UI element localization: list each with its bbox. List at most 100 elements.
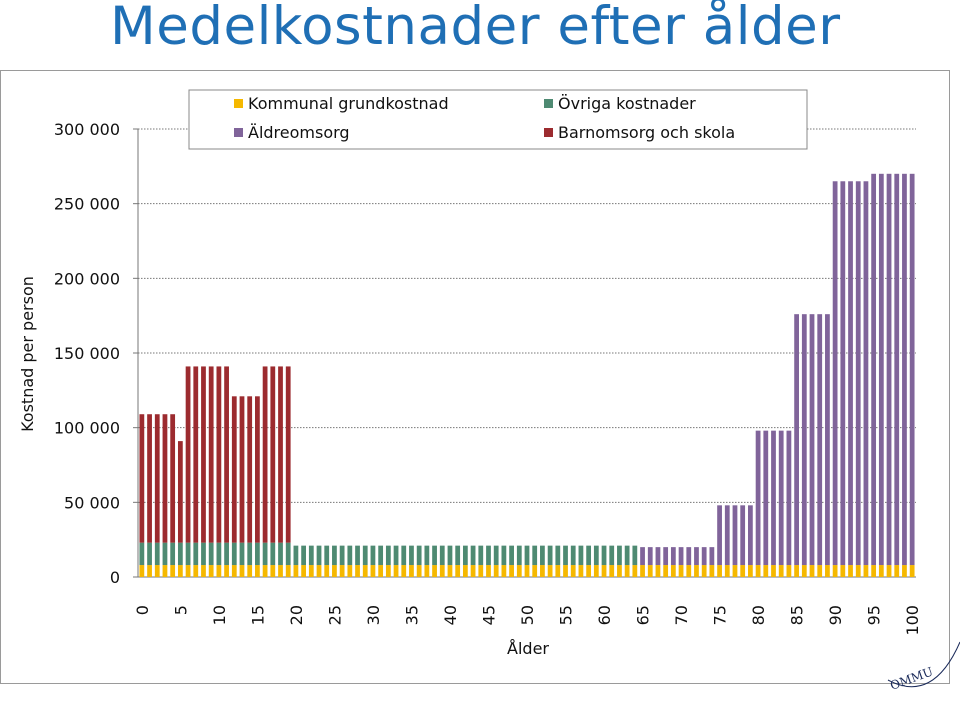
x-tick-label: 95 — [865, 605, 884, 625]
bar-segment — [825, 314, 830, 566]
bar-segment — [255, 542, 260, 566]
bar-segment — [285, 565, 291, 577]
bar-segment — [170, 542, 176, 566]
bar-segment — [509, 545, 514, 566]
bar-segment — [355, 565, 360, 577]
bar-segment — [771, 565, 776, 577]
bar-segment — [224, 565, 229, 577]
bar-segment — [524, 565, 530, 577]
y-axis-title: Kostnad per person — [18, 276, 37, 432]
bar-segment — [848, 181, 853, 566]
legend-label: Barnomsorg och skola — [558, 123, 735, 142]
bar-segment — [624, 545, 630, 566]
bar-segment — [516, 565, 522, 577]
bar-segment — [593, 545, 599, 566]
bar-segment — [894, 565, 900, 577]
x-tick-label: 60 — [595, 605, 614, 625]
bar-segment — [717, 505, 722, 566]
y-tick-label: 150 000 — [54, 344, 120, 363]
bar-segment — [786, 430, 792, 566]
bar-segment — [293, 565, 299, 577]
bar-segment — [455, 565, 461, 577]
bar-segment — [501, 565, 507, 577]
bar-segment — [324, 565, 330, 577]
bar-segment — [640, 547, 645, 566]
bar-segment — [247, 396, 253, 543]
y-tick-label: 250 000 — [54, 195, 120, 214]
bar-segment — [401, 565, 407, 577]
bar-segment — [216, 542, 222, 566]
bar-segment — [470, 565, 476, 577]
bar-segment — [647, 547, 653, 566]
bar-segment — [855, 181, 861, 566]
bar-segment — [139, 565, 145, 577]
bar-segment — [755, 565, 761, 577]
bar-segment — [909, 173, 915, 566]
bar-segment — [208, 542, 214, 566]
x-tick-label: 0 — [133, 605, 152, 615]
bar-segment — [262, 542, 268, 566]
bar-segment — [570, 545, 576, 566]
bar-segment — [578, 545, 584, 566]
bar-segment — [378, 565, 384, 577]
bar-segment — [255, 396, 260, 543]
bar-segment — [332, 565, 337, 577]
x-tick-label: 15 — [248, 605, 267, 625]
bar-segment — [270, 366, 276, 543]
bar-segment — [262, 366, 268, 543]
bar-segment — [740, 505, 746, 566]
bar-segment — [709, 565, 715, 577]
bar-segment — [401, 545, 407, 566]
bar-segment — [647, 565, 653, 577]
bar-segment — [316, 545, 322, 566]
bar-segment — [670, 547, 676, 566]
bar-segment — [747, 505, 753, 566]
bar-segment — [686, 547, 692, 566]
bar-segment — [216, 366, 222, 543]
bar-segment — [177, 441, 183, 543]
bar-segment — [170, 565, 176, 577]
bar-segment — [871, 565, 877, 577]
bar-segment — [563, 545, 568, 566]
bar-segment — [432, 565, 437, 577]
legend-label: Övriga kostnader — [558, 94, 696, 113]
bar-segment — [902, 173, 907, 566]
bar-segment — [285, 366, 291, 543]
bar-segment — [894, 173, 900, 566]
x-tick-label: 80 — [749, 605, 768, 625]
bar-segment — [301, 545, 307, 566]
bar-segment — [193, 366, 199, 543]
y-tick-label: 0 — [110, 568, 120, 587]
chart: 0 50 000 100 000 150 000 200 000 250 000 300 0… — [18, 89, 922, 658]
bar-segment — [832, 181, 838, 566]
bar-segment — [694, 565, 699, 577]
legend-box — [188, 89, 808, 150]
bar-segment — [231, 542, 237, 566]
bar-segment — [347, 565, 353, 577]
bar-segment — [301, 565, 307, 577]
bar-segment — [794, 565, 799, 577]
x-tick-label: 45 — [479, 605, 498, 625]
bar-segment — [547, 545, 553, 566]
bar-segment — [724, 505, 730, 566]
bar-segment — [570, 565, 576, 577]
bar-segment — [632, 545, 638, 566]
bar-segment — [247, 542, 253, 566]
bar-segment — [801, 314, 807, 566]
bar-segment — [201, 565, 206, 577]
bar-segment — [162, 542, 168, 566]
bar-segment — [516, 545, 522, 566]
bar-segment — [501, 545, 507, 566]
bar-segment — [801, 565, 807, 577]
bar-segment — [778, 565, 784, 577]
bar-segment — [393, 565, 399, 577]
bar-segment — [701, 547, 707, 566]
bar-segment — [409, 565, 414, 577]
legend-label: Kommunal grundkostnad — [248, 94, 449, 113]
bar-segment — [432, 545, 437, 566]
bar-segment — [339, 545, 345, 566]
bar-segment — [247, 565, 253, 577]
bar-segment — [624, 565, 630, 577]
y-tick-label: 100 000 — [54, 419, 120, 438]
bar-segment — [493, 565, 499, 577]
